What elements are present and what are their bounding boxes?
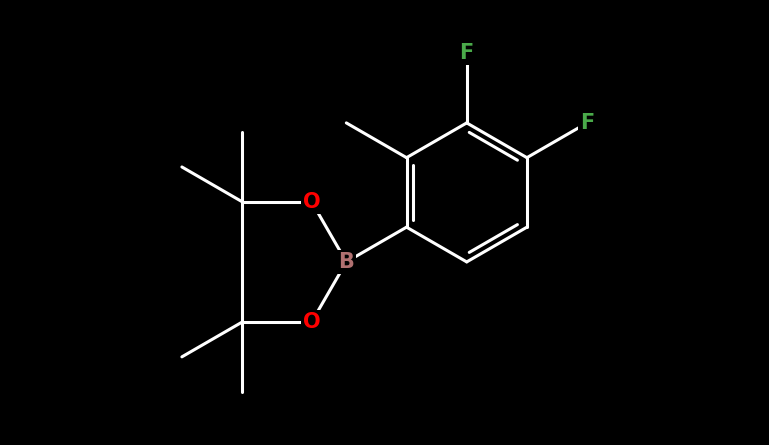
Text: B: B — [338, 252, 355, 272]
Text: F: F — [580, 113, 594, 133]
Text: F: F — [460, 44, 474, 63]
Text: O: O — [303, 192, 321, 212]
Text: O: O — [303, 312, 321, 332]
